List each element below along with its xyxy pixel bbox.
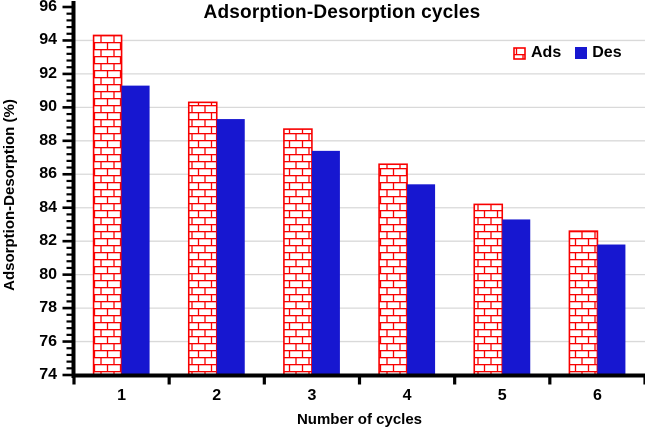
y-tick-label: 82	[39, 232, 57, 250]
legend: Ads Des	[513, 44, 622, 62]
x-tick-label: 3	[307, 387, 317, 404]
y-tick-label: 78	[39, 299, 57, 317]
des-solid-swatch-icon	[575, 47, 588, 59]
legend-label-ads: Ads	[531, 44, 562, 61]
gridlines	[74, 39, 645, 343]
axis-ticks	[62, 5, 645, 385]
ads-bar-cycle-4	[378, 163, 408, 376]
x-axis-line	[71, 373, 645, 378]
des-bar-cycle-4	[407, 184, 436, 375]
legend-item-ads: Ads	[513, 44, 561, 62]
chart-title: Adsorption-Desorption cycles	[203, 2, 481, 23]
y-tick-label: 80	[39, 265, 57, 283]
bar-series	[92, 34, 626, 376]
x-tick-label: 5	[497, 387, 507, 404]
ads-bar-cycle-1	[92, 34, 123, 376]
des-bar-cycle-1	[121, 85, 150, 376]
ads-brick-swatch-icon	[513, 46, 526, 60]
x-tick-label: 4	[402, 387, 412, 404]
y-tick-label: 96	[39, 0, 57, 15]
des-bar-cycle-5	[502, 219, 531, 375]
x-tick-label: 2	[212, 387, 222, 404]
des-bar-cycle-6	[597, 244, 626, 375]
y-tick-label: 84	[39, 198, 57, 216]
legend-item-des: Des	[575, 44, 622, 62]
legend-label-des: Des	[592, 44, 622, 61]
y-tick-label: 90	[39, 98, 57, 116]
des-bar-cycle-2	[216, 119, 245, 375]
y-axis-line	[71, 1, 76, 378]
y-tick-label: 86	[39, 165, 57, 183]
y-tick-label: 88	[39, 131, 57, 149]
y-tick-label: 94	[39, 31, 57, 49]
y-tick-label: 76	[39, 332, 57, 350]
x-tick-label: 1	[117, 387, 127, 404]
y-tick-label: 74	[39, 366, 57, 383]
ads-bar-cycle-2	[187, 101, 218, 376]
ads-bar-cycle-3	[283, 128, 313, 376]
x-tick-label: 6	[592, 387, 602, 404]
des-bar-cycle-3	[311, 150, 340, 375]
ads-bar-cycle-5	[473, 203, 504, 376]
ads-bar-cycle-6	[568, 230, 599, 376]
axes	[71, 1, 645, 378]
y-tick-label: 92	[39, 64, 57, 82]
x-axis-title: Number of cycles	[296, 411, 423, 428]
